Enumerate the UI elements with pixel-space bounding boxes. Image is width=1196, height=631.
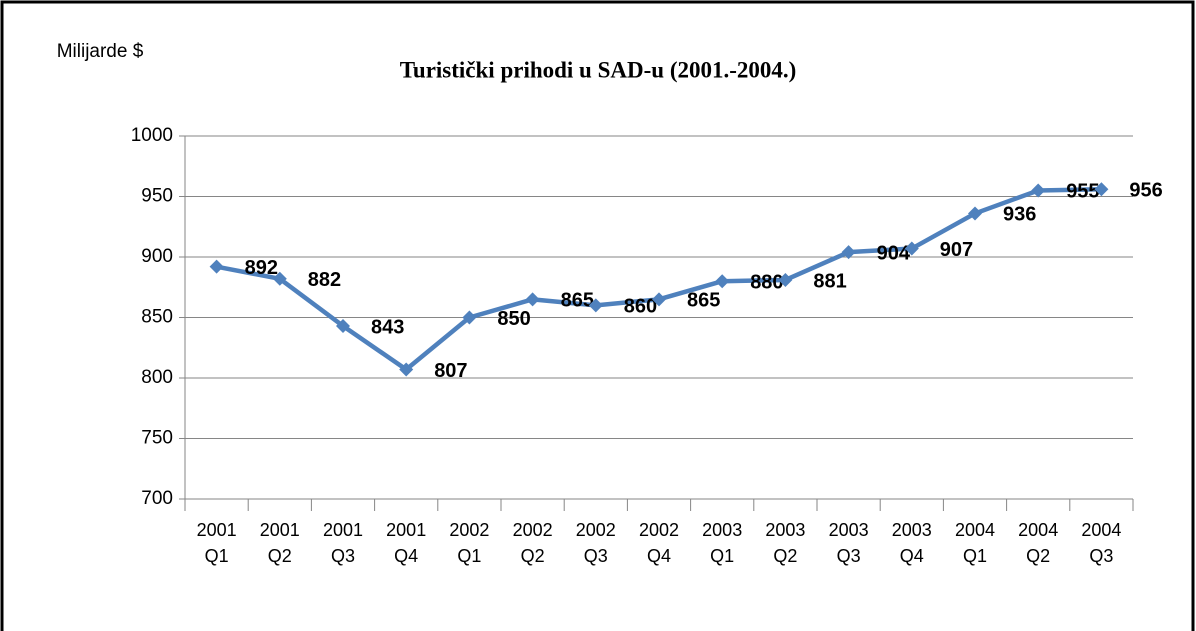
- point-marker: [399, 362, 414, 377]
- y-tick-label: 950: [141, 186, 173, 207]
- x-tick-label: 2002 Q3: [575, 520, 616, 566]
- data-label: 880: [750, 271, 783, 293]
- y-axis-label: Milijarde $: [57, 41, 144, 62]
- chart-title: Turistički prihodi u SAD-u (2001.-2004.): [400, 57, 797, 82]
- point-marker: [209, 259, 224, 274]
- x-tick-label: 2001 Q3: [322, 520, 364, 566]
- x-tick-label: 2003 Q3: [828, 520, 869, 566]
- data-label: 936: [1003, 204, 1036, 226]
- x-tick-label: 2001 Q1: [196, 520, 237, 566]
- point-marker: [336, 318, 350, 333]
- x-tick-label: 2002 Q4: [638, 520, 680, 566]
- point-marker: [841, 245, 856, 260]
- y-tick-label: 800: [141, 367, 173, 388]
- data-label: 865: [687, 290, 720, 312]
- x-tick-label: 2002 Q2: [512, 520, 553, 566]
- point-marker: [1031, 183, 1046, 198]
- data-label: 904: [877, 242, 911, 264]
- data-label: 956: [1129, 180, 1162, 202]
- point-marker: [525, 292, 540, 307]
- data-label: 860: [624, 296, 657, 318]
- data-label: 850: [497, 308, 530, 330]
- point-marker: [272, 271, 287, 286]
- x-tick-label: 2004 Q3: [1081, 520, 1122, 566]
- data-label: 807: [434, 360, 467, 382]
- y-tick-label: 900: [141, 246, 173, 267]
- y-tick-label: 850: [141, 307, 173, 328]
- x-tick-label: 2002 Q1: [449, 520, 490, 566]
- x-tick-label: 2001 Q2: [259, 520, 300, 566]
- point-marker: [652, 292, 666, 307]
- line-series: [216, 186, 1102, 372]
- y-tick-label: 700: [141, 488, 173, 509]
- data-label: 865: [561, 290, 594, 312]
- point-marker: [588, 298, 603, 313]
- point-marker: [715, 274, 730, 289]
- x-tick-label: 2001 Q4: [386, 520, 427, 566]
- point-marker: [778, 272, 793, 287]
- point-marker: [968, 206, 982, 221]
- data-label: 881: [813, 270, 846, 292]
- data-label: 955: [1066, 181, 1099, 203]
- point-marker: [462, 310, 477, 325]
- data-label: 907: [940, 239, 973, 261]
- y-tick-label: 750: [141, 428, 173, 449]
- x-tick-label: 2003 Q4: [891, 520, 932, 566]
- point-marker: [1094, 182, 1109, 197]
- x-tick-label: 2003 Q1: [702, 520, 743, 566]
- x-tick-label: 2004 Q1: [954, 520, 996, 566]
- data-label: 843: [371, 316, 404, 338]
- data-label: 882: [308, 269, 341, 291]
- point-marker: [904, 241, 919, 256]
- data-label: 892: [245, 257, 278, 279]
- y-tick-label: 1000: [131, 125, 173, 146]
- x-tick-label: 2003 Q2: [765, 520, 806, 566]
- x-tick-label: 2004 Q2: [1018, 520, 1059, 566]
